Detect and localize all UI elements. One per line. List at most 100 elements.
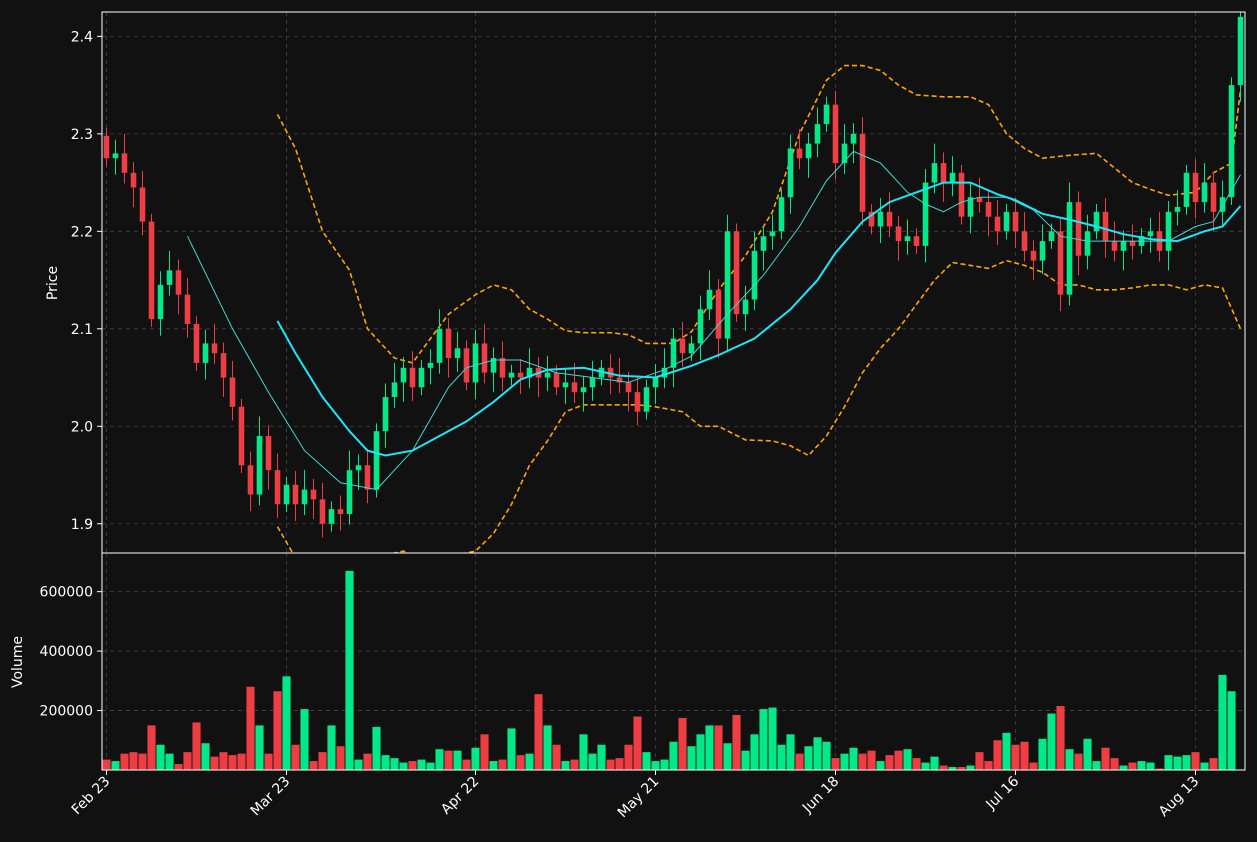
candle	[751, 231, 758, 311]
volume-bar	[579, 734, 588, 770]
candle	[409, 351, 416, 401]
volume-bar	[840, 753, 849, 770]
volume-bar	[399, 762, 408, 770]
volume-bar	[858, 753, 867, 770]
candle	[526, 348, 533, 389]
candle	[1012, 198, 1019, 248]
volume-bar	[327, 725, 336, 770]
volume-bar	[678, 717, 687, 770]
candle	[679, 321, 686, 367]
volume-bar	[183, 752, 192, 770]
volume-bar	[732, 715, 741, 770]
candle	[445, 318, 452, 378]
candle	[166, 250, 173, 296]
candle	[868, 204, 875, 235]
volume-bar	[1047, 713, 1056, 770]
volume-bar	[111, 761, 120, 770]
volume-bar	[795, 753, 804, 770]
volume-bar	[777, 744, 786, 770]
volume-bar	[768, 707, 777, 770]
volume-bar	[1155, 768, 1164, 770]
volume-axis-label: Volume	[10, 636, 26, 688]
volume-panel-frame	[101, 552, 1246, 771]
candle	[211, 323, 218, 364]
volume-bar	[894, 750, 903, 770]
candle	[220, 342, 227, 398]
candle	[1201, 163, 1208, 213]
volume-bar	[1128, 762, 1137, 770]
candle	[175, 259, 182, 315]
candle	[643, 379, 650, 420]
candle	[733, 223, 740, 322]
volume-bar	[363, 753, 372, 770]
candle	[301, 470, 308, 515]
volume-bar	[903, 749, 912, 770]
candle	[859, 117, 866, 226]
volume-bar	[1227, 691, 1236, 770]
price-axis-label: Price	[45, 266, 61, 300]
candle	[319, 482, 326, 538]
candle	[688, 335, 695, 361]
volume-bar	[984, 761, 993, 770]
volume-bar	[669, 741, 678, 770]
volume-bar	[1137, 761, 1146, 770]
volume-bar	[345, 570, 354, 770]
volume-bar	[1002, 732, 1011, 770]
volume-bar	[1164, 755, 1173, 770]
candle	[283, 476, 290, 513]
volume-bar	[543, 725, 552, 770]
volume-bar	[381, 755, 390, 770]
candle	[1021, 211, 1028, 262]
price-grid	[102, 12, 1245, 553]
volume-bar	[273, 691, 282, 770]
candle	[490, 347, 497, 393]
candle	[274, 453, 281, 518]
candle	[1219, 180, 1226, 226]
candle	[256, 416, 263, 506]
candle	[364, 448, 371, 504]
candle	[814, 107, 821, 158]
candle	[184, 278, 191, 338]
candle	[328, 501, 335, 532]
volume-bar	[264, 753, 273, 770]
candle	[103, 127, 110, 167]
volume-bar	[876, 761, 885, 770]
volume-bar	[552, 744, 561, 770]
volume-bar	[1119, 765, 1128, 770]
volume-bar	[192, 722, 201, 770]
candle	[805, 132, 812, 178]
volume-bar	[759, 709, 768, 770]
volume-bar	[597, 744, 606, 770]
candle	[1075, 191, 1082, 276]
volume-bar	[1191, 752, 1200, 770]
candle	[922, 168, 929, 263]
upper-band-line	[276, 64, 1242, 364]
candle	[346, 450, 353, 525]
candle	[1093, 204, 1100, 240]
candle	[571, 362, 578, 403]
volume-bar	[1029, 762, 1038, 770]
volume-bar	[165, 753, 174, 770]
candle	[850, 123, 857, 164]
candle	[1174, 190, 1181, 226]
volume-bar	[714, 725, 723, 770]
candle	[436, 309, 443, 374]
volume-bar	[444, 750, 453, 770]
candle	[949, 156, 956, 197]
volume-bar	[1038, 738, 1047, 770]
candle	[697, 295, 704, 360]
candle	[139, 170, 146, 236]
candle	[427, 349, 434, 385]
candle	[877, 198, 884, 244]
price-tick-label: 2.4	[71, 29, 93, 45]
volume-bar	[237, 753, 246, 770]
volume-bar	[129, 752, 138, 770]
candle	[499, 341, 506, 392]
candle	[1237, 12, 1244, 102]
lower-band-line	[276, 259, 1242, 553]
volume-bar	[219, 752, 228, 770]
volume-bar	[246, 686, 255, 770]
volume-bar	[1182, 755, 1191, 770]
bollinger-bands	[276, 64, 1242, 553]
